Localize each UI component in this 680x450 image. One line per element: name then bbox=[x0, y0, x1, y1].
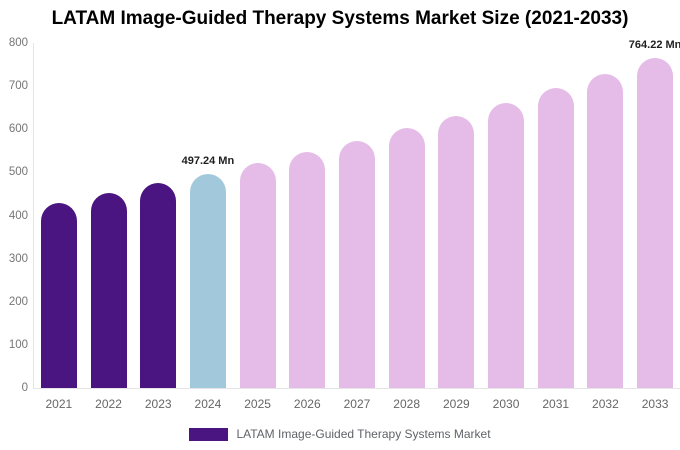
bar-column-2024: 497.24 Mn bbox=[182, 43, 234, 388]
bar-2028[interactable] bbox=[388, 128, 425, 388]
y-tick-label: 0 bbox=[21, 382, 28, 394]
bar-column-2027 bbox=[338, 43, 375, 388]
bar-2030[interactable] bbox=[488, 102, 525, 388]
bar-column-2030 bbox=[488, 43, 525, 388]
y-tick-label: 400 bbox=[8, 209, 28, 222]
x-tick-label-2032: 2032 bbox=[592, 397, 619, 411]
bar-column-2033: 764.22 Mn bbox=[629, 39, 680, 388]
legend-swatch bbox=[189, 427, 229, 441]
y-tick-label: 800 bbox=[8, 37, 28, 49]
bar-column-2026 bbox=[289, 43, 326, 388]
y-tick-label: 600 bbox=[8, 123, 28, 136]
y-tick-label: 500 bbox=[8, 166, 28, 179]
legend-label: LATAM Image-Guided Therapy Systems Marke… bbox=[236, 427, 491, 441]
x-tick-label-2028: 2028 bbox=[393, 397, 420, 411]
y-tick-label: 200 bbox=[8, 295, 28, 308]
x-tick-label-2025: 2025 bbox=[244, 397, 271, 411]
bar-2032[interactable] bbox=[587, 73, 624, 388]
x-tick-label-2031: 2031 bbox=[542, 397, 570, 411]
bar-2033[interactable] bbox=[637, 58, 674, 388]
bar-2031[interactable] bbox=[537, 88, 574, 388]
bars: 497.24 Mn 764.22 Mn bbox=[34, 39, 680, 388]
bar-column-2021 bbox=[40, 43, 77, 388]
bar-2025[interactable] bbox=[239, 163, 276, 388]
bar-column-2031 bbox=[537, 43, 574, 388]
bar-2029[interactable] bbox=[438, 115, 475, 388]
x-tick-label-2029: 2029 bbox=[442, 397, 470, 411]
x-tick-label-2030: 2030 bbox=[492, 397, 520, 411]
bar-value-label-2024: 497.24 Mn bbox=[181, 154, 235, 167]
bar-column-2023 bbox=[140, 43, 177, 388]
bar-column-2028 bbox=[388, 43, 425, 388]
x-tick-label-2024: 2024 bbox=[194, 397, 222, 411]
bar-column-2029 bbox=[438, 43, 475, 388]
bar-value-label-2033: 764.22 Mn bbox=[628, 39, 680, 52]
y-tick-label: 700 bbox=[8, 80, 28, 93]
x-tick-label-2023: 2023 bbox=[144, 397, 172, 411]
bar-column-2025 bbox=[239, 43, 276, 388]
x-tick-label-2033: 2033 bbox=[641, 397, 669, 411]
x-axis-line bbox=[33, 388, 680, 389]
x-tick-label-2027: 2027 bbox=[343, 397, 371, 411]
bar-2022[interactable] bbox=[90, 193, 127, 388]
bar-2027[interactable] bbox=[338, 140, 375, 388]
y-tick-label: 100 bbox=[8, 338, 28, 351]
y-axis-line bbox=[33, 43, 34, 389]
y-tick-label: 300 bbox=[8, 252, 28, 265]
x-axis-labels: 2021 2022 2023 2024 2025 2026 2027 2028 2029 2030… bbox=[34, 397, 680, 411]
bar-2024[interactable] bbox=[189, 173, 226, 388]
bar-2023[interactable] bbox=[140, 183, 177, 388]
chart-title: LATAM Image-Guided Therapy Systems Marke… bbox=[51, 8, 629, 29]
y-axis: 0 100 200 300 400 500 600 700 800 bbox=[0, 0, 28, 450]
bar-column-2032 bbox=[587, 43, 624, 388]
bar-2026[interactable] bbox=[289, 152, 326, 388]
x-tick-label-2022: 2022 bbox=[95, 397, 122, 411]
x-tick-label-2026: 2026 bbox=[293, 397, 321, 411]
bar-2021[interactable] bbox=[40, 202, 77, 388]
x-tick-label-2021: 2021 bbox=[45, 397, 73, 411]
bar-column-2022 bbox=[90, 43, 127, 388]
legend: LATAM Image-Guided Therapy Systems Marke… bbox=[0, 427, 680, 441]
